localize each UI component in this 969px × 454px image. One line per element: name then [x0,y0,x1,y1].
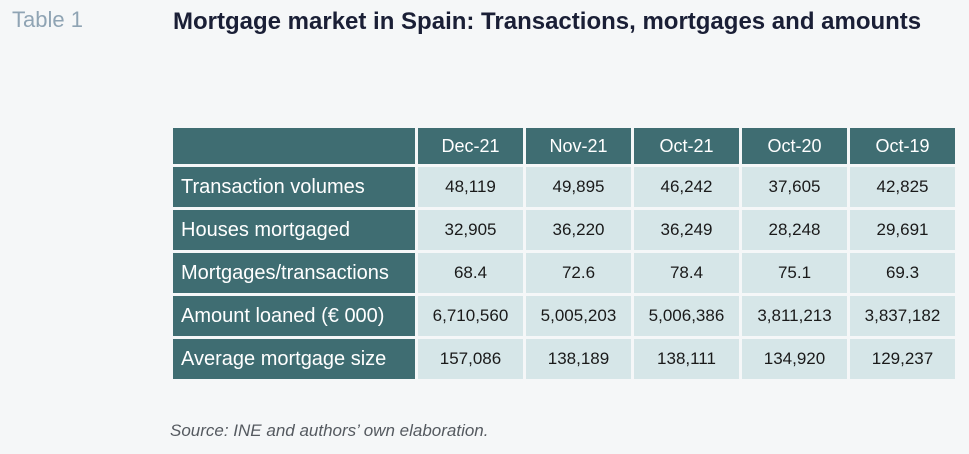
table-cell: 5,006,386 [634,296,739,336]
row-label: Houses mortgaged [173,210,415,250]
table-row-amount-loaned: Amount loaned (€ 000) 6,710,560 5,005,20… [173,296,955,336]
table-cell: 42,825 [850,167,955,207]
table-number-label: Table 1 [12,7,83,32]
table-title: Mortgage market in Spain: Transactions, … [173,8,922,35]
column-header-oct-19: Oct-19 [850,128,955,164]
column-header-dec-21: Dec-21 [418,128,523,164]
mortgage-data-table: Dec-21 Nov-21 Oct-21 Oct-20 Oct-19 Trans… [170,125,958,382]
table-cell: 36,249 [634,210,739,250]
table-cell: 134,920 [742,339,847,379]
table-row-houses-mortgaged: Houses mortgaged 32,905 36,220 36,249 28… [173,210,955,250]
table-cell: 48,119 [418,167,523,207]
table-cell: 32,905 [418,210,523,250]
column-header-oct-20: Oct-20 [742,128,847,164]
table-cell: 129,237 [850,339,955,379]
row-label: Average mortgage size [173,339,415,379]
table-cell: 68.4 [418,253,523,293]
table-cell: 6,710,560 [418,296,523,336]
table-cell: 138,111 [634,339,739,379]
source-note: Source: INE and authors’ own elaboration… [170,421,489,440]
table-cell: 78.4 [634,253,739,293]
table-header-row: Dec-21 Nov-21 Oct-21 Oct-20 Oct-19 [173,128,955,164]
header-corner-cell [173,128,415,164]
table-cell: 36,220 [526,210,631,250]
table-row-mortgages-transactions: Mortgages/transactions 68.4 72.6 78.4 75… [173,253,955,293]
table-cell: 46,242 [634,167,739,207]
table-cell: 138,189 [526,339,631,379]
table-row-transaction-volumes: Transaction volumes 48,119 49,895 46,242… [173,167,955,207]
table-cell: 3,811,213 [742,296,847,336]
table-cell: 28,248 [742,210,847,250]
table-cell: 29,691 [850,210,955,250]
table-cell: 72.6 [526,253,631,293]
table-cell: 37,605 [742,167,847,207]
table-row-average-mortgage-size: Average mortgage size 157,086 138,189 13… [173,339,955,379]
table-cell: 69.3 [850,253,955,293]
column-header-oct-21: Oct-21 [634,128,739,164]
table-cell: 75.1 [742,253,847,293]
table-cell: 49,895 [526,167,631,207]
column-header-nov-21: Nov-21 [526,128,631,164]
table-cell: 5,005,203 [526,296,631,336]
row-label: Mortgages/transactions [173,253,415,293]
table-cell: 3,837,182 [850,296,955,336]
row-label: Amount loaned (€ 000) [173,296,415,336]
row-label: Transaction volumes [173,167,415,207]
table-cell: 157,086 [418,339,523,379]
